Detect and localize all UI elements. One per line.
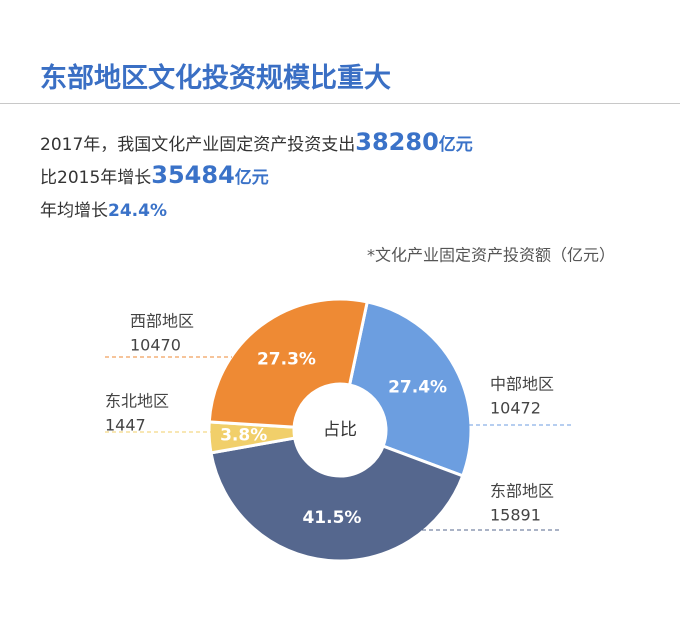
value-label: 10470 — [130, 336, 181, 355]
summary-line: 2017年，我国文化产业固定资产投资支出38280亿元 — [40, 128, 473, 156]
center-label: 占比 — [323, 420, 357, 440]
share-label: 27.4% — [388, 377, 447, 397]
summary-text: 比2015年增长 — [40, 168, 152, 188]
share-label: 27.3% — [257, 350, 316, 370]
share-label: 3.8% — [220, 426, 267, 446]
donut-slice — [347, 300, 473, 478]
summary-text: 年均增长 — [40, 201, 108, 221]
donut-slice — [207, 297, 370, 429]
value-label: 1447 — [105, 416, 146, 435]
value-label: 10472 — [490, 399, 541, 418]
summary-line: 比2015年增长35484亿元 — [40, 161, 269, 189]
summary-unit: 亿元 — [234, 168, 269, 188]
category-label: 东部地区 — [490, 482, 554, 501]
share-label: 41.5% — [302, 508, 361, 528]
summary-line: 年均增长24.4% — [40, 196, 167, 221]
donut-slice — [209, 436, 465, 563]
summary-value: 24.4% — [108, 201, 167, 221]
summary-text: 2017年，我国文化产业固定资产投资支出 — [40, 135, 356, 155]
chart-note: *文化产业固定资产投资额（亿元） — [367, 246, 615, 265]
divider — [0, 103, 680, 104]
summary-value: 35484 — [151, 161, 235, 189]
category-label: 中部地区 — [490, 375, 554, 394]
summary-value: 38280 — [355, 128, 439, 156]
title: 东部地区文化投资规模比重大 — [40, 63, 391, 94]
category-label: 西部地区 — [130, 312, 194, 331]
category-label: 东北地区 — [105, 392, 169, 411]
value-label: 15891 — [490, 506, 541, 525]
summary-unit: 亿元 — [438, 135, 473, 155]
